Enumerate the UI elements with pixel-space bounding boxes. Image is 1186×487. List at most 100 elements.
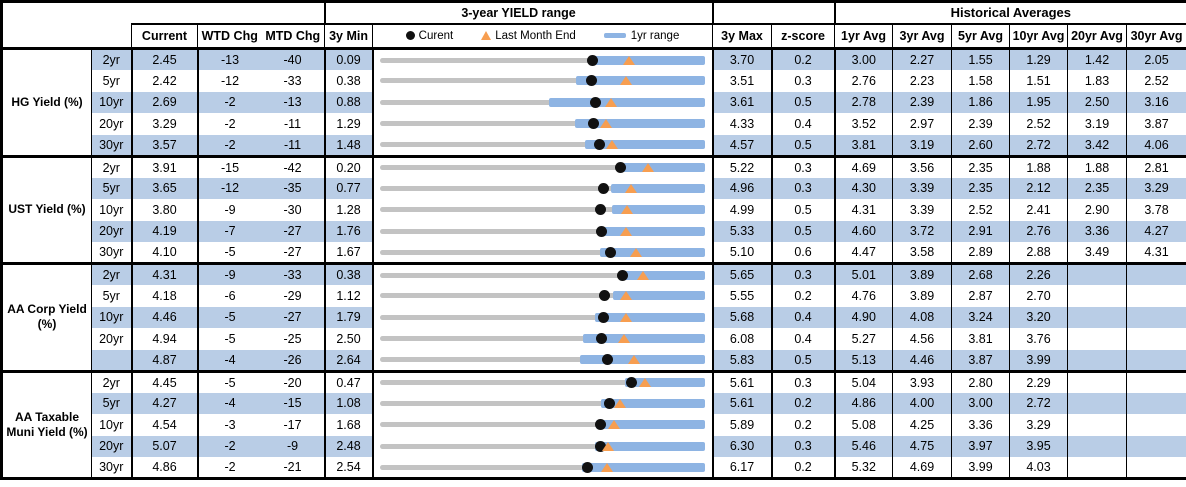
wtd-chg-cell: -15 — [220, 160, 240, 175]
wtd-chg-cell: -2 — [197, 91, 262, 113]
range-chart-cell — [372, 306, 714, 328]
wtd-chg-cell: -5 — [197, 306, 262, 328]
legend-last-month-end: Last Month End — [481, 30, 576, 42]
table-row: 10yr 3.80 -9 -30 1.28 4.99 0.5 4.31 3.39 2.52 2.41… — [2, 199, 1186, 221]
current-cell: 2.69 — [131, 91, 199, 113]
range-chart-cell — [372, 134, 714, 158]
1yr-range-bar — [611, 183, 706, 193]
3y-max-cell: 3.51 — [712, 70, 773, 92]
table-row: 5yr 4.27 -4 -15 1.08 5.61 0.2 4.86 4.00 3.00 2.72 — [2, 392, 1186, 414]
current-cell: 4.54 — [131, 414, 199, 436]
3y-min-cell: 2.54 — [324, 457, 374, 480]
z-score-cell: 0.3 — [771, 435, 836, 457]
mtd-chg-cell: -33 — [261, 70, 326, 92]
row-group-label: AA Taxable Muni Yield (%) — [1, 371, 92, 480]
mtd-chg-cell: -25 — [261, 328, 326, 350]
col-header-30yr-avg: 30yr Avg — [1126, 23, 1186, 50]
avg-cell: 2.88 — [1009, 242, 1069, 265]
range-chart-cell — [372, 91, 714, 113]
avg-cell: 5.13 — [834, 349, 894, 373]
3y-max-cell: 6.30 — [712, 435, 773, 457]
avg-cell: 2.05 — [1126, 48, 1186, 70]
table-row: AA Corp Yield (%) 2yr 4.31 -9 -33 0.38 5.65 0.3… — [1, 263, 1186, 373]
avg-cell: 2.41 — [1009, 199, 1069, 221]
mtd-chg-cell: -33 — [261, 263, 326, 285]
table-row: 5yr 3.65 -12 -35 0.77 4.96 0.3 4.30 3.39 2.35 2.12… — [2, 177, 1186, 199]
wtd-chg-cell: -4 — [197, 349, 262, 373]
3y-min-cell: 1.08 — [324, 392, 374, 414]
3y-max-cell: 5.61 — [712, 371, 773, 393]
current-marker-icon — [604, 246, 616, 258]
table-row: HG Yield (%) 2yr 2.45 -13 -40 0.09 3.70 0.2 3.00… — [1, 48, 1186, 158]
avg-cell: 2.70 — [1009, 285, 1069, 307]
tenor-cell: 20yr — [91, 435, 133, 457]
avg-cell: 3.95 — [1009, 435, 1069, 457]
tenor-cell: 10yr — [91, 199, 133, 221]
3y-max-cell: 5.89 — [712, 414, 773, 436]
3y-min-cell: 0.38 — [324, 70, 374, 92]
header-corner-blank — [1, 1, 132, 50]
header-row-columns: Current WTD Chg MTD Chg 3y Min Curent La… — [2, 23, 1186, 50]
avg-cell: 2.89 — [951, 242, 1011, 265]
wtd-chg-cell: -2 — [224, 116, 236, 131]
avg-cell: 3.36 — [951, 414, 1011, 436]
z-score-cell: 0.3 — [771, 371, 836, 393]
avg-cell: 1.42 — [1067, 48, 1128, 70]
mtd-chg-cell: -29 — [261, 285, 326, 307]
range-chart-cell — [372, 242, 714, 265]
z-score-cell: 0.2 — [771, 457, 836, 480]
avg-cell: 1.58 — [951, 70, 1011, 92]
tenor-cell — [91, 349, 133, 373]
range-chart-cell — [372, 113, 714, 135]
last-month-end-marker-icon — [599, 119, 612, 129]
avg-cell — [1067, 263, 1128, 285]
avg-cell — [1067, 392, 1128, 414]
tenor-cell: 20yr — [91, 113, 133, 135]
tenor-cell: 2yr — [91, 371, 133, 393]
current-cell: 4.27 — [131, 392, 199, 414]
1yr-range-bar — [574, 119, 706, 129]
avg-cell: 3.89 — [892, 285, 953, 307]
current-dot-icon — [405, 31, 415, 41]
avg-cell: 1.83 — [1067, 70, 1128, 92]
last-month-end-marker-icon — [641, 163, 654, 172]
3y-range-track — [379, 357, 706, 362]
3y-min-cell: 2.48 — [324, 435, 374, 457]
current-cell: 3.29 — [131, 113, 199, 135]
avg-cell: 4.47 — [834, 242, 894, 265]
1yr-range-bar — [549, 97, 706, 107]
range-section-title: 3-year YIELD range — [323, 0, 714, 25]
avg-cell: 3.81 — [951, 328, 1011, 350]
3y-range-track — [379, 78, 706, 84]
avg-cell: 3.29 — [1009, 414, 1069, 436]
avg-cell — [1126, 435, 1186, 457]
3y-range-track — [379, 249, 706, 255]
range-chart-cell — [372, 177, 714, 199]
current-cell: 5.07 — [131, 435, 199, 457]
tenor-cell: 5yr — [91, 285, 133, 307]
current-cell: 3.91 — [131, 156, 199, 178]
avg-cell — [1127, 285, 1186, 307]
mtd-chg-cell: -27 — [261, 220, 326, 242]
avg-cell: 3.20 — [1009, 306, 1069, 328]
last-month-end-marker-icon — [620, 76, 633, 86]
z-score-cell: 0.5 — [771, 349, 836, 373]
avg-cell: 3.00 — [834, 48, 894, 70]
avg-cell: 2.78 — [834, 91, 894, 113]
last-month-end-marker-icon — [638, 378, 651, 387]
avg-cell: 2.35 — [951, 177, 1011, 199]
avg-cell: 3.72 — [892, 220, 953, 242]
1yr-range-bar — [613, 291, 706, 301]
current-cell: 3.80 — [131, 199, 199, 221]
last-month-end-marker-icon — [619, 312, 632, 322]
z-score-cell: 0.2 — [771, 48, 836, 70]
col-header-3yr-avg: 3yr Avg — [892, 23, 953, 50]
3y-max-cell: 5.68 — [712, 306, 773, 328]
tenor-cell: 30yr — [91, 242, 133, 265]
3y-max-cell: 4.33 — [712, 113, 773, 135]
3y-min-cell: 0.77 — [324, 177, 374, 199]
last-month-end-marker-icon — [622, 55, 635, 65]
current-marker-icon — [599, 290, 611, 302]
3y-range-track — [379, 57, 706, 63]
range-chart-cell — [372, 435, 714, 457]
